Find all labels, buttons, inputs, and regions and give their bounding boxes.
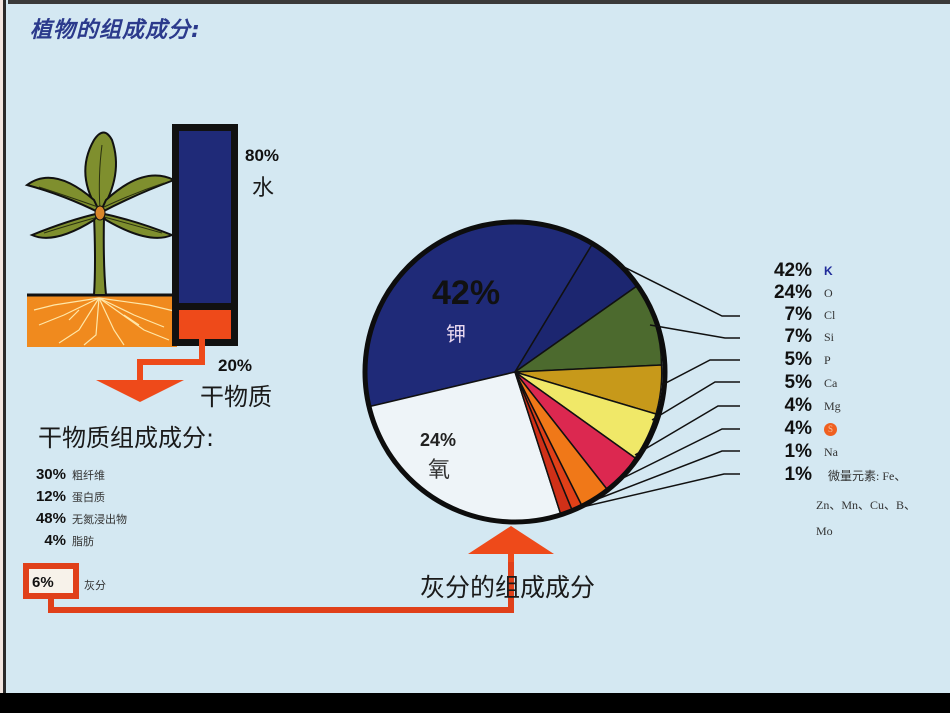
- legend-trace-line3: Mo: [816, 524, 833, 538]
- ash-connector: [23, 560, 514, 613]
- sulfur-badge: S: [824, 422, 837, 436]
- pie-o-percent: 24%: [420, 430, 457, 450]
- water-percent: 80%: [245, 146, 280, 165]
- plant-illustration: [24, 131, 177, 347]
- legend-item-p: 5% P: [784, 349, 831, 370]
- up-arrow: [468, 526, 554, 562]
- water-drymatter-bar: [172, 124, 238, 346]
- pie-k-label: 钾: [446, 322, 466, 346]
- water-segment: [179, 131, 231, 303]
- pie-k-percent: 42%: [432, 274, 501, 312]
- top-border: [0, 0, 950, 4]
- ash-label: 灰分: [84, 579, 106, 592]
- drymatter-label: 干物质: [200, 383, 272, 411]
- legend-item-cl: 7% Cl: [784, 304, 836, 325]
- ash-composition-caption: 灰分的组成成分: [420, 573, 596, 602]
- drymatter-percent: 20%: [218, 356, 253, 375]
- water-label: 水: [252, 176, 275, 201]
- pie-o-label: 氧: [428, 458, 451, 483]
- drymatter-item: 4% 脂肪: [44, 532, 94, 549]
- left-border: [0, 0, 8, 693]
- page-title: 植物的组成成分:: [30, 18, 201, 43]
- legend-item-na: 1% Na: [784, 441, 838, 462]
- legend-item-ca: 5% Ca: [784, 372, 838, 393]
- legend-item-o: 24% O: [773, 282, 833, 303]
- legend-item-trace: 1% 微量元素: Fe、: [784, 464, 907, 485]
- drymatter-item: 12% 蛋白质: [35, 488, 105, 505]
- legend-item-k: 42% K: [773, 260, 833, 281]
- legend-item-si: 7% Si: [784, 326, 835, 347]
- bottom-black-bar: [0, 693, 950, 713]
- legend-item-mg: 4% Mg: [784, 395, 841, 416]
- legend-item-s: 4% S: [742, 418, 837, 440]
- ash-percent: 6%: [32, 574, 54, 591]
- drymatter-item: 48% 无氮浸出物: [35, 510, 127, 527]
- slide-page: 植物的组成成分:: [0, 0, 950, 693]
- drymatter-item: 30% 粗纤维: [35, 466, 105, 483]
- down-arrow: [96, 338, 205, 402]
- ash-legend: 42% K 24% O 7% Cl 7% Si 5% P 5% Ca 4% Mg…: [742, 260, 950, 560]
- drymatter-segment: [179, 310, 231, 339]
- legend-trace-line2: Zn、Mn、Cu、B、: [816, 498, 917, 512]
- ash-pie-chart: [362, 219, 740, 525]
- drymatter-heading: 干物质组成成分:: [38, 424, 215, 452]
